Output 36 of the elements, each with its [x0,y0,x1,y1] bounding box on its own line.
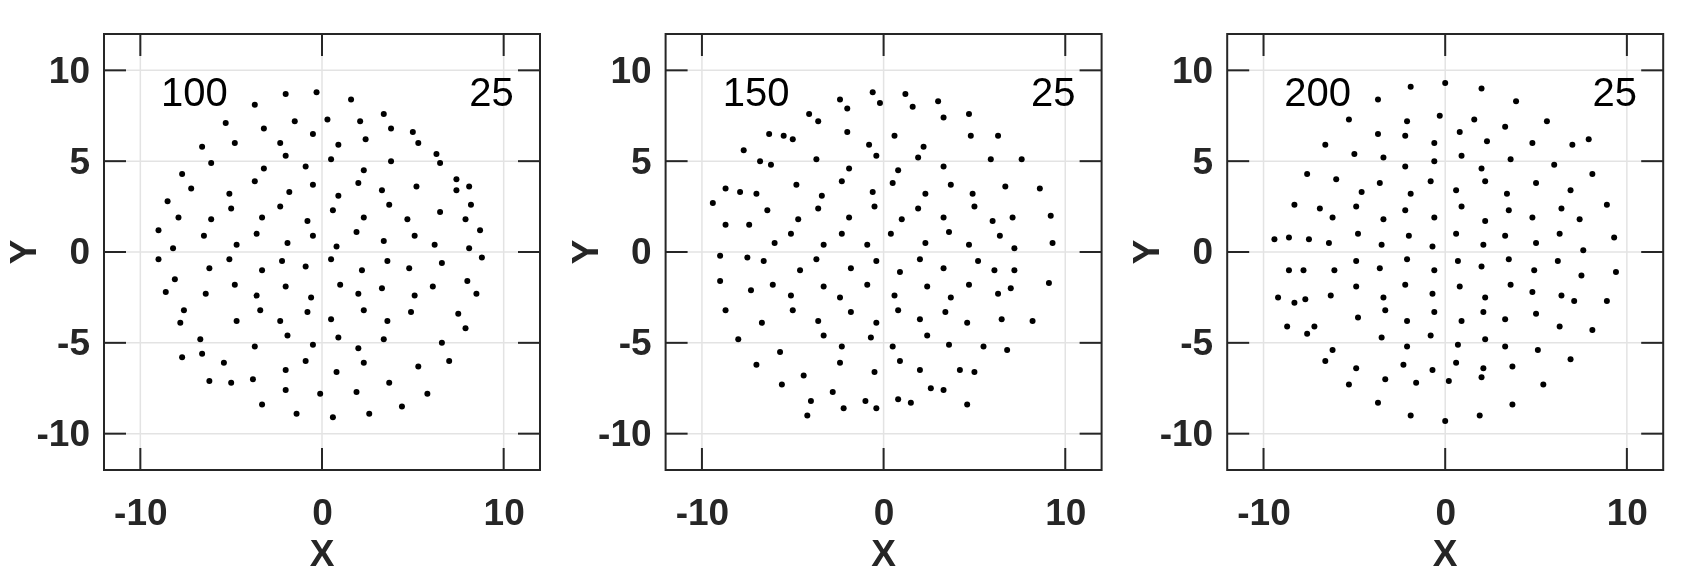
x-axis-title: X [871,533,897,574]
y-axis-title: Y [1126,239,1168,265]
y-axis-title: Y [3,239,44,265]
y-tick-label: 5 [69,140,90,182]
y-tick-label: 0 [1192,231,1214,273]
annotation: 200 [1284,69,1352,114]
annotation: 25 [1592,69,1638,114]
x-tick-label: 10 [1045,492,1087,534]
x-tick-label: -10 [114,492,168,534]
x-tick-label: -10 [1237,492,1291,534]
y-axis-title: Y [564,239,606,265]
y-tick-label: 5 [1192,140,1214,182]
annotation: 25 [469,69,514,114]
y-tick-label: -5 [1180,322,1214,364]
y-tick-label: 5 [631,140,652,182]
x-axis-title: X [1432,533,1458,574]
x-tick-label: -10 [675,492,730,534]
y-tick-label: 10 [1172,49,1214,91]
x-axis-title: X [309,533,335,574]
annotation: 150 [722,69,790,114]
y-tick-label: 10 [48,49,90,91]
x-tick-label: 10 [1606,492,1648,534]
x-tick-label: 0 [873,492,895,534]
y-tick-label: 0 [69,231,90,273]
annotation: 100 [161,69,228,114]
y-tick-label: -5 [57,322,90,364]
y-tick-label: -5 [618,322,652,364]
x-tick-label: 10 [483,492,525,534]
x-tick-label: 0 [312,492,333,534]
y-tick-label: -10 [1159,413,1214,455]
y-tick-label: -10 [598,413,652,455]
y-tick-label: 10 [610,49,652,91]
y-tick-label: -10 [36,413,90,455]
x-tick-label: 0 [1435,492,1456,534]
annotation: 25 [1030,69,1076,114]
y-tick-label: 0 [631,231,652,273]
